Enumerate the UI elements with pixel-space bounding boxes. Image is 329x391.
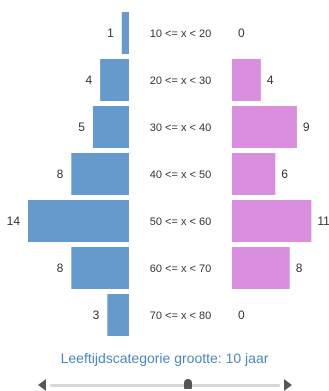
right-value-label: 0	[238, 308, 245, 322]
right-value-label: 9	[303, 120, 310, 134]
age-category-caption: Leeftijdscategorie grootte: 10 jaar	[60, 350, 269, 366]
category-label: 60 <= x < 70	[150, 263, 211, 275]
slider-thumb[interactable]	[184, 379, 192, 389]
left-value-label: 3	[93, 308, 100, 322]
slider-track[interactable]	[50, 384, 280, 387]
left-bar	[92, 106, 129, 148]
right-value-label: 11	[317, 214, 329, 228]
right-bar	[232, 247, 290, 289]
slider-right-arrow-icon[interactable]	[284, 379, 292, 391]
population-pyramid-chart: 1 0 10 <= x < 20 4 4 20 <= x < 30 5 9 30 <= x < …	[7, 12, 329, 336]
right-value-label: 6	[281, 167, 288, 181]
left-value-label: 8	[57, 261, 64, 275]
left-value-label: 8	[57, 167, 64, 181]
left-bar	[71, 247, 129, 289]
pyramid-svg: 1 0 10 <= x < 20 4 4 20 <= x < 30 5 9 30 <= x < …	[7, 12, 329, 336]
category-label: 40 <= x < 50	[150, 169, 211, 181]
right-bar	[232, 106, 297, 148]
right-value-label: 4	[267, 73, 274, 87]
category-label: 50 <= x < 60	[150, 216, 211, 228]
left-bar	[121, 12, 129, 54]
right-value-label: 8	[296, 261, 303, 275]
right-bar	[232, 153, 276, 195]
category-size-slider[interactable]	[34, 374, 296, 391]
right-bar	[232, 59, 261, 101]
left-value-label: 4	[85, 73, 92, 87]
category-label: 70 <= x < 80	[150, 310, 211, 322]
right-bar	[232, 200, 312, 242]
slider-left-arrow-icon[interactable]	[38, 379, 46, 391]
left-bar	[107, 294, 129, 336]
left-value-label: 1	[107, 26, 114, 40]
left-value-label: 5	[78, 120, 85, 134]
category-label: 20 <= x < 30	[150, 75, 211, 87]
right-value-label: 0	[238, 26, 245, 40]
left-bar	[28, 200, 129, 242]
category-label: 10 <= x < 20	[150, 28, 211, 40]
left-bar	[71, 153, 129, 195]
left-value-label: 14	[7, 214, 21, 228]
category-label: 30 <= x < 40	[150, 122, 211, 134]
left-bar	[100, 59, 129, 101]
